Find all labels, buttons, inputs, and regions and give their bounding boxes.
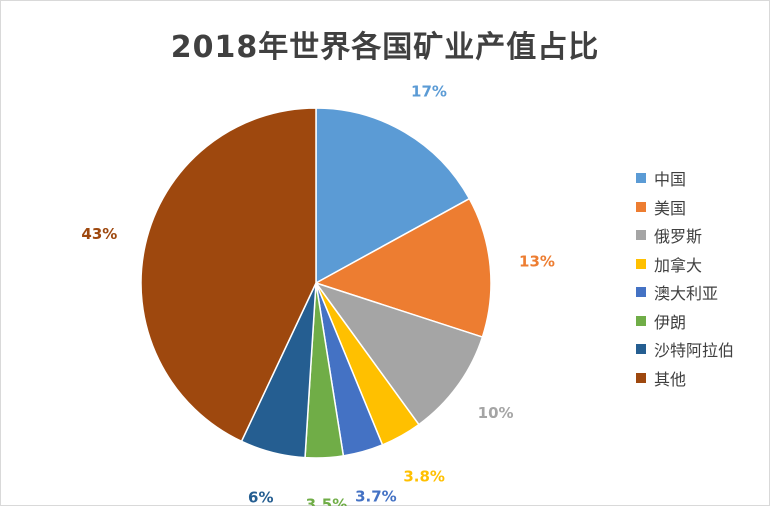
data-label: 3.5% (306, 495, 348, 506)
legend-label: 澳大利亚 (654, 284, 719, 304)
legend-swatch (636, 372, 646, 383)
legend-item: 其他 (636, 364, 734, 393)
legend-swatch (636, 258, 646, 269)
legend-swatch (636, 230, 646, 241)
pie-slice (315, 107, 471, 285)
legend-swatch (636, 201, 646, 212)
legend-swatch (636, 287, 646, 298)
legend-label: 沙特阿拉伯 (654, 341, 735, 361)
chart-title: 2018年世界各国矿业产值占比 (170, 30, 600, 65)
legend-label: 中国 (654, 170, 687, 190)
legend-item: 沙特阿拉伯 (636, 335, 734, 364)
legend-swatch (636, 344, 646, 355)
legend-swatch (636, 173, 646, 184)
legend: 中国美国俄罗斯加拿大澳大利亚伊朗沙特阿拉伯其他 (636, 164, 734, 392)
data-label: 3.7% (355, 487, 397, 505)
pie-slice (314, 281, 484, 426)
legend-item: 俄罗斯 (636, 221, 734, 250)
legend-label: 伊朗 (654, 312, 687, 332)
pie-slice (314, 197, 492, 339)
legend-label: 美国 (654, 198, 687, 218)
pie-slice (140, 107, 317, 443)
data-label: 13% (519, 253, 555, 271)
data-label: 3.8% (403, 467, 445, 485)
legend-item: 澳大利亚 (636, 278, 734, 307)
legend-swatch (636, 315, 646, 326)
legend-item: 加拿大 (636, 250, 734, 279)
legend-item: 美国 (636, 193, 734, 222)
data-label: 6% (248, 489, 273, 506)
legend-label: 加拿大 (654, 255, 703, 275)
legend-label: 其他 (654, 369, 687, 389)
data-label: 43% (81, 225, 117, 243)
legend-item: 中国 (636, 164, 734, 193)
data-label: 17% (411, 82, 447, 100)
data-label: 10% (478, 404, 514, 422)
legend-label: 俄罗斯 (654, 227, 703, 247)
legend-item: 伊朗 (636, 307, 734, 336)
